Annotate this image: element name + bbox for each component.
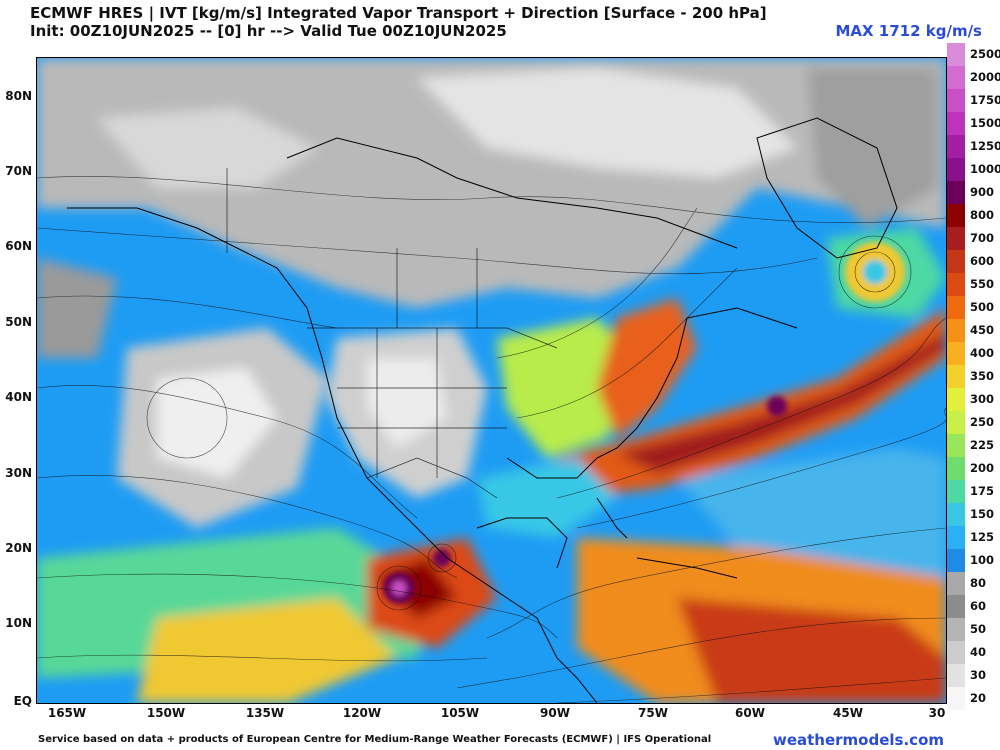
colorbar-label: 200	[970, 460, 995, 475]
colorbar-segment	[947, 66, 965, 90]
colorbar-segment	[947, 549, 965, 573]
lat-label-50n: 50N	[5, 315, 32, 329]
colorbar-label: 250	[970, 414, 995, 429]
colorbar-label: 30	[970, 667, 987, 682]
colorbar-label: 300	[970, 391, 995, 406]
site-link[interactable]: weathermodels.com	[772, 731, 944, 749]
colorbar-segment	[947, 641, 965, 665]
colorbar-label: 225	[970, 437, 995, 452]
colorbar-label: 80	[970, 575, 987, 590]
colorbar-segment	[947, 434, 965, 458]
colorbar-segment	[947, 618, 965, 642]
colorbar-segment	[947, 342, 965, 366]
colorbar-label: 40	[970, 644, 987, 659]
colorbar-label: 20	[970, 690, 987, 705]
colorbar-label: 2000	[970, 69, 1000, 84]
max-value-label: MAX 1712 kg/m/s	[835, 22, 982, 40]
colorbar-label: 800	[970, 207, 995, 222]
colorbar-label: 500	[970, 299, 995, 314]
colorbar-segment	[947, 250, 965, 274]
ivt-streamlines	[37, 176, 946, 703]
colorbar-label: 550	[970, 276, 995, 291]
colorbar-label: 350	[970, 368, 995, 383]
ivt-field-shading	[37, 58, 946, 703]
colorbar-label: 100	[970, 552, 995, 567]
lon-label-45w: 45W	[833, 706, 863, 720]
data-credit: Service based on data + products of Euro…	[38, 734, 712, 745]
colorbar-label: 400	[970, 345, 995, 360]
colorbar-segment	[947, 480, 965, 504]
colorbar-label: 1750	[970, 92, 1000, 107]
colorbar-segment	[947, 687, 965, 710]
colorbar-segment	[947, 181, 965, 205]
colorbar-label: 150	[970, 506, 995, 521]
political-borders	[226, 168, 558, 499]
lat-label-30n: 30N	[5, 466, 32, 480]
lon-label-90w: 90W	[540, 706, 570, 720]
colorbar-label: 50	[970, 621, 987, 636]
colorbar-segment	[947, 296, 965, 320]
colorbar-label: 450	[970, 322, 995, 337]
lat-label-80n: 80N	[5, 89, 32, 103]
colorbar-segment	[947, 526, 965, 550]
colorbar-segment	[947, 227, 965, 251]
lon-label-135w: 135W	[245, 706, 285, 720]
colorbar-segment	[947, 388, 965, 412]
lat-label-70n: 70N	[5, 164, 32, 178]
lon-label-165w: 165W	[47, 706, 87, 720]
colorbar-label: 900	[970, 184, 995, 199]
lat-label-40n: 40N	[5, 390, 32, 404]
colorbar-segment	[947, 204, 965, 228]
colorbar-label: 125	[970, 529, 995, 544]
colorbar-segment	[947, 595, 965, 619]
colorbar-segment	[947, 273, 965, 297]
colorbar-segment	[947, 112, 965, 136]
colorbar-segment	[947, 572, 965, 596]
colorbar-segment	[947, 89, 965, 113]
colorbar-segment	[947, 319, 965, 343]
lon-label-105w: 105W	[440, 706, 480, 720]
map-canvas	[37, 58, 946, 703]
lon-label-150w: 150W	[146, 706, 186, 720]
colorbar-label: 700	[970, 230, 995, 245]
colorbar-label: 600	[970, 253, 995, 268]
storm-centers	[383, 242, 905, 604]
colorbar-label: 1000	[970, 161, 1000, 176]
ivt-map	[36, 57, 947, 704]
lat-label-eq: EQ	[13, 694, 32, 708]
colorbar-segment	[947, 664, 965, 688]
colorbar-label: 2500	[970, 46, 1000, 61]
colorbar-segment	[947, 43, 965, 67]
colorbar-segment	[947, 411, 965, 435]
lat-label-20n: 20N	[5, 541, 32, 555]
lon-label-60w: 60W	[735, 706, 765, 720]
colorbar-label: 1500	[970, 115, 1000, 130]
lon-label-30: 30	[928, 706, 946, 720]
colorbar-segment	[947, 457, 965, 481]
ivt-colorbar	[947, 43, 965, 710]
map-title: ECMWF HRES | IVT [kg/m/s] Integrated Vap…	[30, 4, 767, 22]
colorbar-label: 60	[970, 598, 987, 613]
init-valid-time: Init: 00Z10JUN2025 -- [0] hr --> Valid T…	[30, 22, 507, 40]
lon-label-75w: 75W	[638, 706, 668, 720]
lat-label-60n: 60N	[5, 239, 32, 253]
colorbar-segment	[947, 503, 965, 527]
lat-label-10n: 10N	[5, 616, 32, 630]
colorbar-segment	[947, 135, 965, 159]
colorbar-segment	[947, 365, 965, 389]
colorbar-segment	[947, 158, 965, 182]
colorbar-label: 1250	[970, 138, 1000, 153]
lon-label-120w: 120W	[342, 706, 382, 720]
colorbar-label: 175	[970, 483, 995, 498]
